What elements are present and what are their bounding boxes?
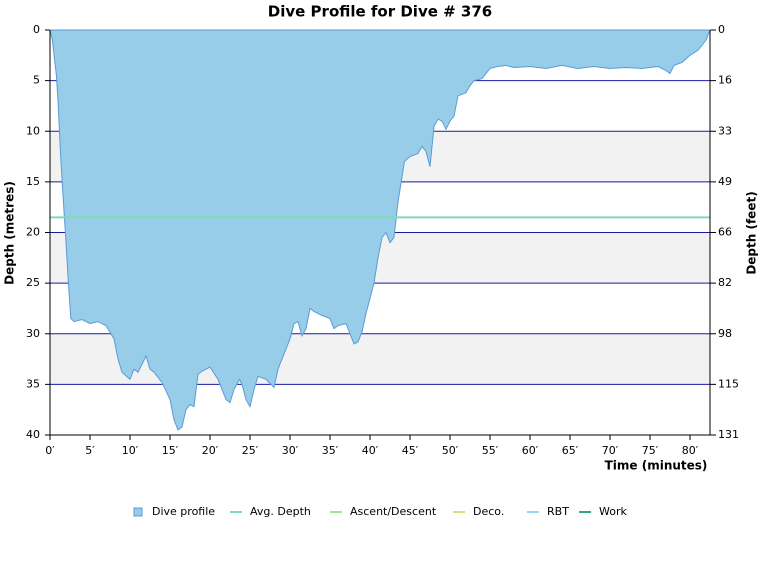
y2-tick-label: 16 — [718, 74, 732, 87]
x-tick-label: 80′ — [682, 444, 699, 457]
legend-label: Work — [599, 505, 627, 518]
y-tick-label: 40 — [26, 428, 40, 441]
legend-label: Ascent/Descent — [350, 505, 437, 518]
x-tick-label: 45′ — [402, 444, 419, 457]
y-tick-label: 0 — [33, 23, 40, 36]
x-tick-label: 20′ — [202, 444, 219, 457]
y2-tick-label: 66 — [718, 226, 732, 239]
legend-label: Dive profile — [152, 505, 215, 518]
y-tick-label: 20 — [26, 226, 40, 239]
x-tick-label: 60′ — [522, 444, 539, 457]
legend-label: Deco. — [473, 505, 504, 518]
y-tick-label: 5 — [33, 74, 40, 87]
y2-axis-label: Depth (feet) — [745, 191, 759, 274]
legend-swatch — [133, 507, 143, 517]
y2-tick-label: 98 — [718, 327, 732, 340]
y-tick-label: 10 — [26, 124, 40, 137]
y2-tick-label: 131 — [718, 428, 739, 441]
y2-tick-label: 82 — [718, 276, 732, 289]
y-axis-label: Depth (metres) — [3, 181, 17, 285]
x-tick-label: 55′ — [482, 444, 499, 457]
x-tick-label: 65′ — [562, 444, 579, 457]
y2-tick-label: 49 — [718, 175, 732, 188]
y2-tick-label: 115 — [718, 377, 739, 390]
x-tick-label: 5′ — [85, 444, 95, 457]
y-tick-label: 35 — [26, 377, 40, 390]
x-tick-label: 40′ — [362, 444, 379, 457]
x-tick-label: 15′ — [162, 444, 179, 457]
legend-label: Avg. Depth — [250, 505, 311, 518]
y-tick-label: 15 — [26, 175, 40, 188]
y-tick-label: 30 — [26, 327, 40, 340]
area — [49, 29, 711, 431]
x-tick-label: 35′ — [322, 444, 339, 457]
x-tick-label: 25′ — [242, 444, 259, 457]
chart-title: Dive Profile for Dive # 376 — [268, 3, 492, 21]
x-tick-label: 10′ — [122, 444, 139, 457]
y2-tick-label: 0 — [718, 23, 725, 36]
legend-label: RBT — [547, 505, 569, 518]
x-tick-label: 75′ — [642, 444, 659, 457]
x-tick-label: 0′ — [45, 444, 55, 457]
y2-tick-label: 33 — [718, 124, 732, 137]
x-tick-label: 50′ — [442, 444, 459, 457]
y-tick-label: 25 — [26, 276, 40, 289]
x-axis-label: Time (minutes) — [605, 459, 708, 473]
x-tick-label: 30′ — [282, 444, 299, 457]
x-tick-label: 70′ — [602, 444, 619, 457]
